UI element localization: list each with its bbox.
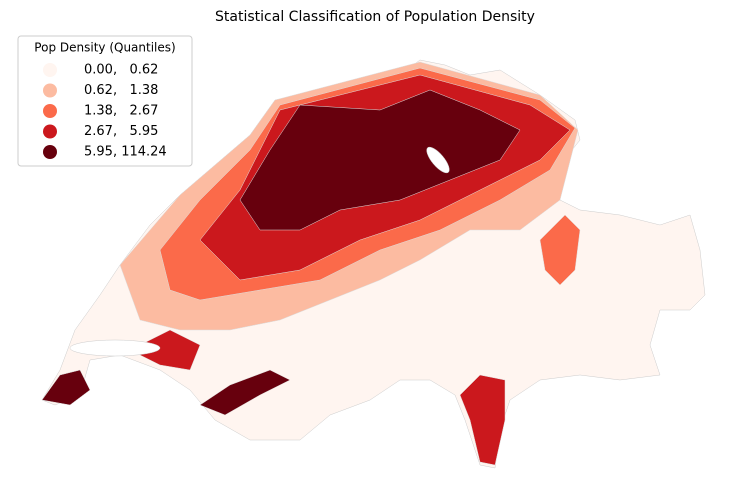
region-dark-valais xyxy=(199,369,291,416)
region-mid-east xyxy=(539,214,581,286)
legend-label: 1.38, 2.67 xyxy=(84,104,158,119)
legend-label: 5.95, 114.24 xyxy=(84,145,167,160)
legend-swatch xyxy=(43,145,57,159)
legend-label: 0.00, 0.62 xyxy=(84,63,158,78)
lake xyxy=(69,339,161,357)
region-dark xyxy=(239,89,521,231)
map-title: Statistical Classification of Population… xyxy=(215,9,535,25)
legend-label: 0.62, 1.38 xyxy=(84,83,158,98)
legend-swatch xyxy=(43,124,57,139)
region-red-south xyxy=(459,374,506,466)
map-regions xyxy=(41,59,706,469)
legend-swatch xyxy=(43,63,57,77)
legend-frame xyxy=(17,35,193,167)
legend-title: Pop Density (Quantiles) xyxy=(34,41,175,55)
legend: Pop Density (Quantiles) 0.00, 0.62 0.62, … xyxy=(17,35,193,167)
region-dark-west xyxy=(41,369,91,406)
legend-swatch xyxy=(43,83,57,98)
region-red-west xyxy=(129,329,201,371)
legend-swatch xyxy=(43,104,57,118)
legend-label: 2.67, 5.95 xyxy=(84,124,158,139)
lake xyxy=(426,146,450,174)
